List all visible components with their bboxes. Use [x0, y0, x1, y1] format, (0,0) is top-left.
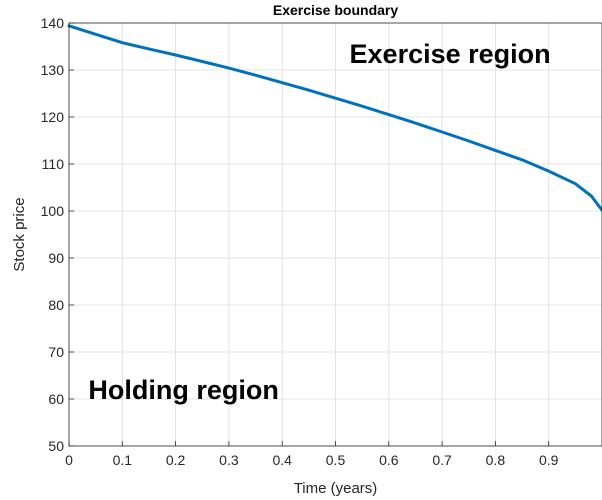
x-tick-label: 0.4 — [272, 452, 292, 468]
plot-frame — [68, 22, 602, 447]
x-tick-label: 0 — [65, 452, 73, 468]
x-axis-label: Time (years) — [294, 480, 378, 497]
y-axis-label: Stock price — [11, 197, 28, 271]
x-tick-label: 0.1 — [113, 452, 133, 468]
x-tick-label: 0.3 — [219, 452, 239, 468]
exercise-boundary-line — [67, 24, 602, 212]
chart-title: Exercise boundary — [273, 2, 398, 18]
y-tick-label: 130 — [41, 62, 65, 78]
y-tick-label: 90 — [48, 250, 64, 266]
x-tick-label: 0.6 — [379, 452, 399, 468]
y-tick-label: 50 — [48, 438, 64, 454]
y-tick-label: 120 — [41, 109, 65, 125]
y-tick-label: 140 — [41, 15, 65, 31]
y-tick-label: 100 — [41, 203, 65, 219]
x-tick-label: 0.9 — [539, 452, 559, 468]
y-axis-ticks: 50 60 70 80 90 100 110 120 130 140 — [41, 15, 74, 454]
x-tick-label: 0.2 — [166, 452, 186, 468]
y-tick-label: 110 — [42, 156, 65, 172]
holding-region-label: Holding region — [88, 375, 278, 405]
y-tick-label: 70 — [48, 344, 64, 360]
x-tick-label: 0.7 — [432, 452, 452, 468]
series-layer — [67, 24, 602, 212]
x-tick-label: 0.8 — [486, 452, 506, 468]
x-axis-ticks: 0 0.1 0.2 0.3 0.4 0.5 0.6 0.7 0.8 0.9 — [65, 441, 559, 468]
y-tick-label: 60 — [48, 391, 64, 407]
y-tick-label: 80 — [48, 297, 64, 313]
x-tick-label: 0.5 — [326, 452, 346, 468]
exercise-region-label: Exercise region — [350, 39, 551, 69]
